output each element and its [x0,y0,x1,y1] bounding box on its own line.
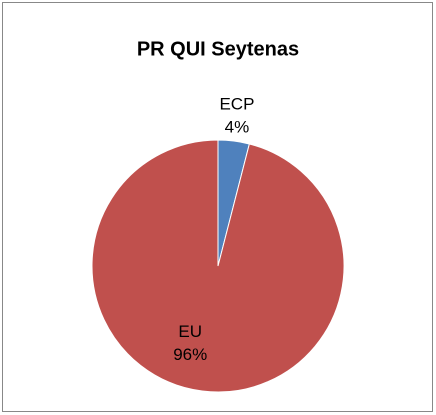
slice-value-label: 96% [173,345,207,364]
chart-title: PR QUI Seytenas [137,38,299,60]
pie-slice [91,139,345,393]
slice-category-label: ECP [219,94,254,113]
slice-value-label: 4% [225,117,250,136]
slice-category-label: EU [178,322,202,341]
